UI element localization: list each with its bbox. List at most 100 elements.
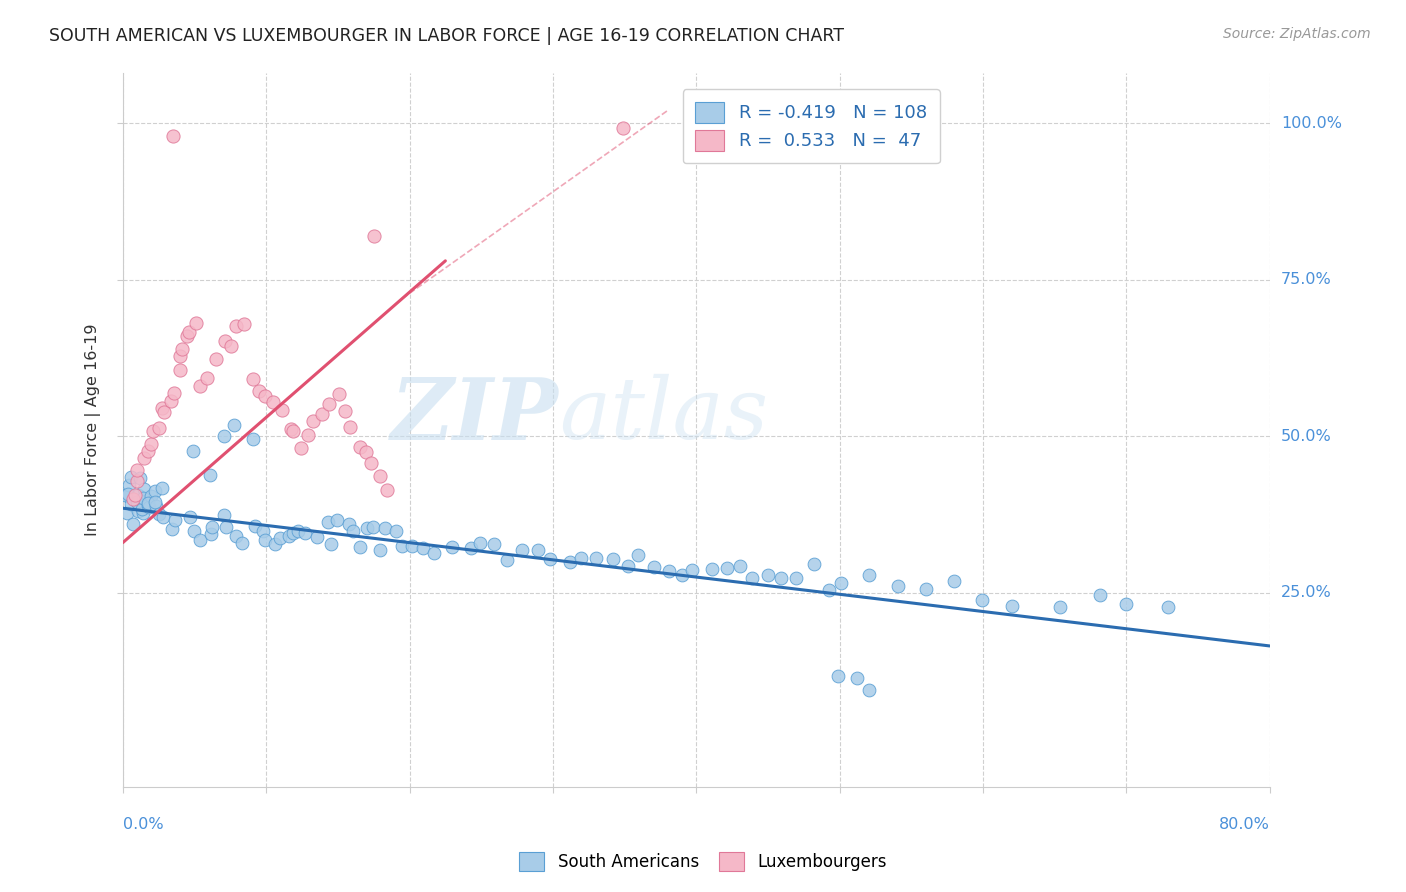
Point [287,524,309,538]
Point [339,420,361,434]
Point [188,378,211,392]
Point [970,593,993,607]
Point [914,582,936,596]
Point [118,477,141,491]
Text: SOUTH AMERICAN VS LUXEMBOURGER IN LABOR FORCE | AGE 16-19 CORRELATION CHART: SOUTH AMERICAN VS LUXEMBOURGER IN LABOR … [49,27,844,45]
Point [1000,599,1022,613]
Point [830,576,852,591]
Point [176,328,198,343]
Point [142,424,165,438]
Point [612,120,634,135]
Point [368,543,391,558]
Point [374,521,396,535]
Point [117,486,139,500]
Point [179,325,201,339]
Point [470,536,492,550]
Point [803,557,825,571]
Point [280,422,302,436]
Point [169,362,191,376]
Point [277,529,299,543]
Point [120,497,142,511]
Point [127,463,149,477]
Point [225,529,247,543]
Point [1115,597,1137,611]
Point [183,524,205,538]
Point [219,339,242,353]
Point [617,559,640,574]
Point [247,384,270,398]
Point [342,524,364,539]
Point [333,404,356,418]
Point [127,495,149,509]
Point [354,445,377,459]
Point [139,489,162,503]
Point [115,506,138,520]
Point [602,552,624,566]
Point [243,519,266,533]
Point [212,428,235,442]
Point [242,372,264,386]
Point [728,559,751,574]
Point [165,514,187,528]
Point [136,496,159,510]
Text: 25.0%: 25.0% [1281,585,1331,600]
Point [132,450,155,465]
Point [138,500,160,515]
Legend: R = -0.419   N = 108, R =  0.533   N =  47: R = -0.419 N = 108, R = 0.533 N = 47 [683,89,939,163]
Point [627,549,650,563]
Point [368,468,391,483]
Y-axis label: In Labor Force | Age 16-19: In Labor Force | Age 16-19 [86,324,101,536]
Point [264,537,287,551]
Point [127,474,149,488]
Point [307,530,329,544]
Point [124,488,146,502]
Point [214,508,236,522]
Text: 75.0%: 75.0% [1281,272,1331,287]
Point [391,539,413,553]
Point [121,491,143,506]
Legend: South Americans, Luxembourgers: South Americans, Luxembourgers [510,843,896,880]
Point [658,564,681,578]
Point [643,560,665,574]
Point [254,533,277,548]
Point [496,553,519,567]
Point [262,395,284,409]
Text: ZIP: ZIP [391,374,558,458]
Point [153,405,176,419]
Point [385,524,408,538]
Point [716,561,738,575]
Point [131,491,153,505]
Point [360,457,382,471]
Point [252,524,274,539]
Point [132,483,155,497]
Text: 80.0%: 80.0% [1219,817,1270,832]
Point [181,444,204,458]
Point [281,424,304,438]
Point [150,401,173,415]
Point [817,582,839,597]
Point [363,520,385,534]
Point [184,316,207,330]
Point [148,421,170,435]
Point [160,522,183,536]
Point [141,437,163,451]
Point [569,551,592,566]
Point [200,527,222,541]
Point [270,403,292,417]
Point [269,531,291,545]
Point [401,539,423,553]
Point [136,443,159,458]
Text: 0.0%: 0.0% [122,817,163,832]
Point [150,481,173,495]
Point [283,525,305,540]
Point [375,483,398,497]
Point [152,509,174,524]
Point [214,334,236,349]
Point [538,551,561,566]
Point [179,510,201,524]
Point [188,533,211,547]
Point [671,567,693,582]
Point [163,386,186,401]
Point [356,521,378,535]
Point [169,349,191,363]
